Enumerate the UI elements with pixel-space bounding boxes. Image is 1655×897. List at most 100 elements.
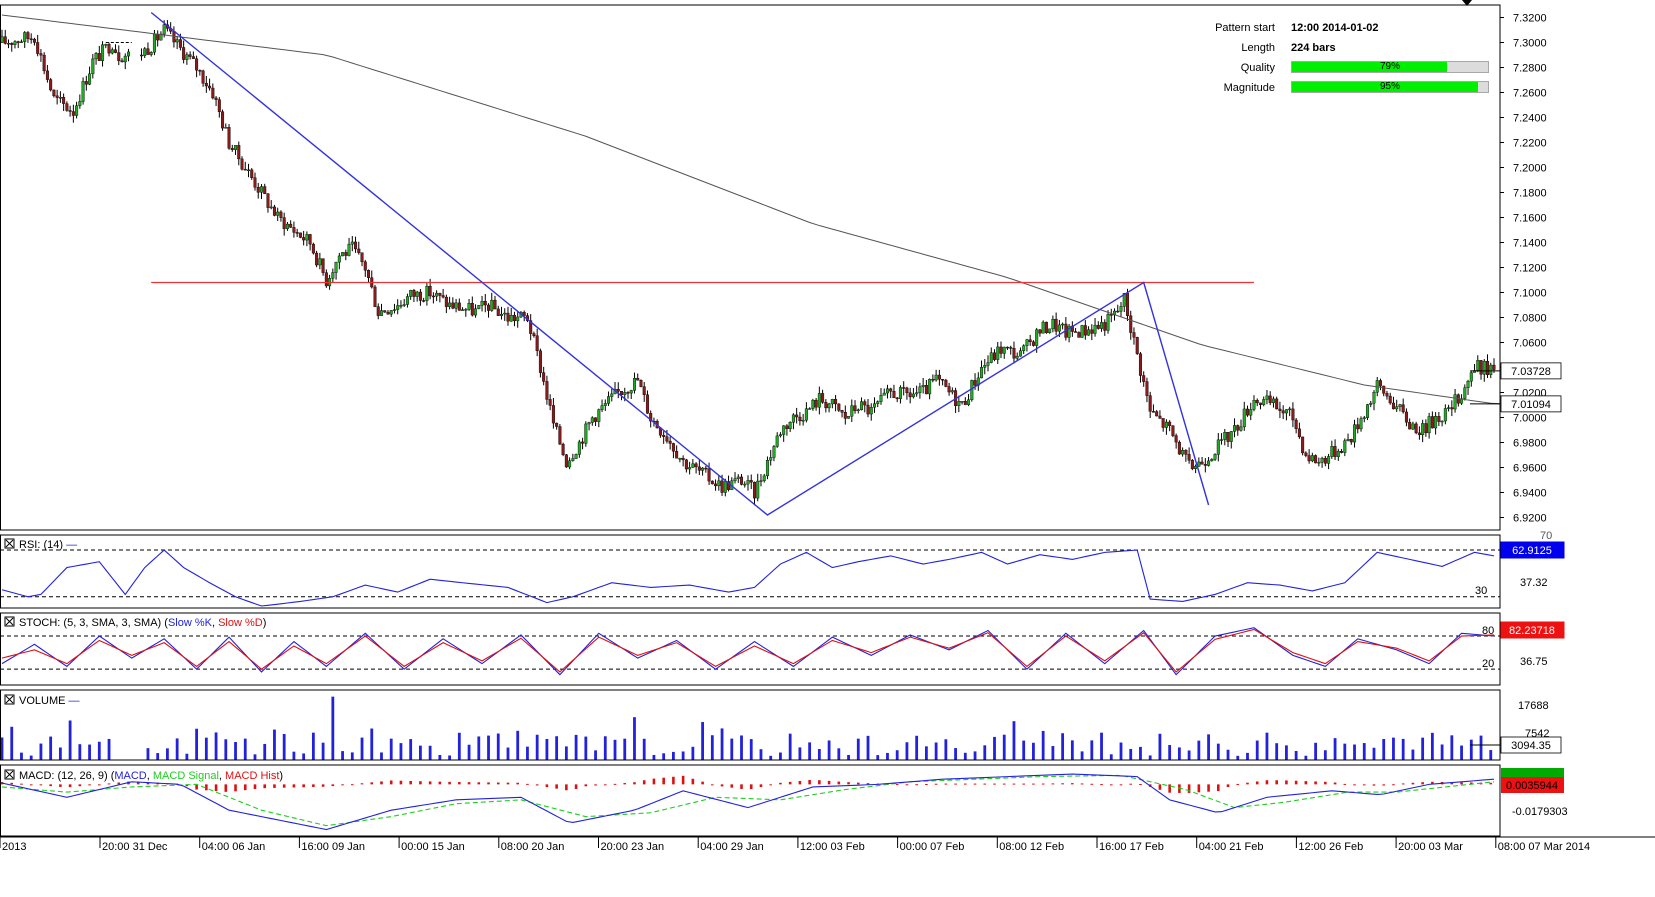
volume-bar: [78, 744, 82, 760]
candle-body: [324, 272, 328, 287]
volume-bar: [175, 738, 179, 760]
candle-body: [1434, 416, 1438, 429]
volume-bar: [438, 754, 442, 760]
last-price-badge-text: 7.03728: [1511, 366, 1551, 378]
volume-bar: [311, 732, 315, 760]
candle-body: [905, 387, 909, 394]
volume-bar: [1158, 733, 1162, 760]
candle-body: [1096, 324, 1100, 329]
candle-body: [509, 314, 513, 322]
candle-body: [798, 416, 802, 422]
candle-body: [1492, 364, 1496, 370]
macd-hist-bar: [1265, 780, 1269, 785]
volume-bar: [993, 736, 996, 760]
price-panel: 7.3200 7.3000 7.2800 7.2600 7.2400 7.2200 7.20…: [0, 11, 1562, 525]
volume-bar: [1469, 739, 1473, 760]
stoch-sep: ,: [212, 617, 218, 629]
candle-body: [107, 44, 111, 54]
candle-body: [435, 292, 439, 297]
volume-bar: [1304, 755, 1308, 760]
volume-bar: [642, 738, 646, 760]
candle-body: [55, 95, 59, 98]
price-badges: 7.03728 7.01094: [1470, 362, 1562, 413]
candle-body: [1479, 360, 1483, 375]
candle-body: [1447, 407, 1451, 409]
candle-body: [1054, 318, 1058, 332]
volume-bar: [545, 738, 549, 760]
macd-hist-bar: [691, 778, 695, 785]
macd-hist-bar: [496, 782, 500, 785]
candle-body: [1294, 419, 1298, 430]
candle-body: [36, 42, 40, 54]
candle-body: [960, 401, 964, 403]
candle-body: [321, 258, 325, 273]
candle-body: [892, 391, 896, 399]
volume-bar: [720, 728, 724, 760]
macd-hist-bar: [555, 784, 558, 789]
macd-hist-bar: [701, 781, 704, 785]
candle-body: [736, 476, 740, 479]
candle-body: [1203, 464, 1207, 466]
magnitude-bar: 95%: [1291, 81, 1489, 93]
candle-body: [577, 441, 581, 455]
candle-body: [603, 403, 607, 406]
candle-body: [379, 310, 383, 316]
sma-value-badge-text: 7.01094: [1511, 399, 1551, 411]
candle-body: [6, 43, 10, 45]
candle-body: [645, 394, 649, 414]
candle-body: [941, 379, 945, 381]
candle-body: [1369, 402, 1373, 405]
candle-body: [872, 403, 876, 408]
macd-hist-bar: [652, 778, 656, 785]
volume-bar: [934, 742, 938, 760]
candle-body: [1002, 346, 1006, 354]
candle-body: [341, 252, 345, 257]
candle-body: [178, 39, 182, 48]
panel-title: STOCH: (5, 3, SMA, 3, SMA) (Slow %K, Slo…: [19, 617, 266, 629]
price-tick-label: 7.2000: [1513, 163, 1547, 175]
candle-body: [506, 312, 510, 322]
candle-body: [1443, 408, 1447, 422]
volume-bar: [214, 732, 218, 760]
candle-body: [1388, 395, 1392, 404]
candle-body: [817, 393, 821, 408]
price-tick-label: 6.9600: [1513, 463, 1547, 475]
candle-body: [999, 346, 1003, 354]
candle-body: [71, 111, 75, 116]
candle-body: [616, 388, 620, 392]
volume-bar: [1460, 745, 1463, 760]
macd-hist-bar: [438, 781, 442, 785]
candle-body: [487, 304, 491, 311]
candle-body: [1343, 440, 1347, 453]
quality-label: Quality: [1240, 62, 1275, 74]
candle-body: [263, 186, 267, 194]
candle-body: [568, 460, 572, 468]
macd-hist-bar: [419, 781, 422, 785]
candle-body: [49, 79, 53, 91]
candle-body: [347, 243, 351, 256]
candle-body: [211, 87, 215, 99]
volume-bar: [1265, 732, 1269, 760]
macd-hist-bar: [1139, 783, 1142, 785]
candle-body: [1233, 425, 1237, 432]
panel-title: RSI: (14) —: [19, 539, 77, 551]
candle-body: [983, 365, 987, 368]
macd-hist-bar: [1207, 784, 1210, 792]
candle-body: [272, 206, 276, 216]
x-tick-label: 12:00 26 Feb: [1298, 841, 1363, 853]
macd-label: MACD: (12, 26, 9) (: [19, 770, 115, 782]
candle-body: [911, 393, 915, 398]
candle-body: [84, 81, 88, 85]
candle-body: [1385, 393, 1389, 397]
candle-body: [1255, 400, 1259, 404]
candle-body: [1304, 452, 1308, 456]
candle-body: [860, 401, 864, 411]
candle-body: [470, 303, 474, 316]
candle-body: [139, 54, 143, 57]
candle-body: [1249, 409, 1253, 416]
candle-body: [94, 53, 98, 60]
candle-body: [1132, 332, 1136, 338]
candle-body: [1210, 459, 1214, 462]
candle-body: [1194, 466, 1198, 469]
volume-bar: [487, 735, 490, 760]
